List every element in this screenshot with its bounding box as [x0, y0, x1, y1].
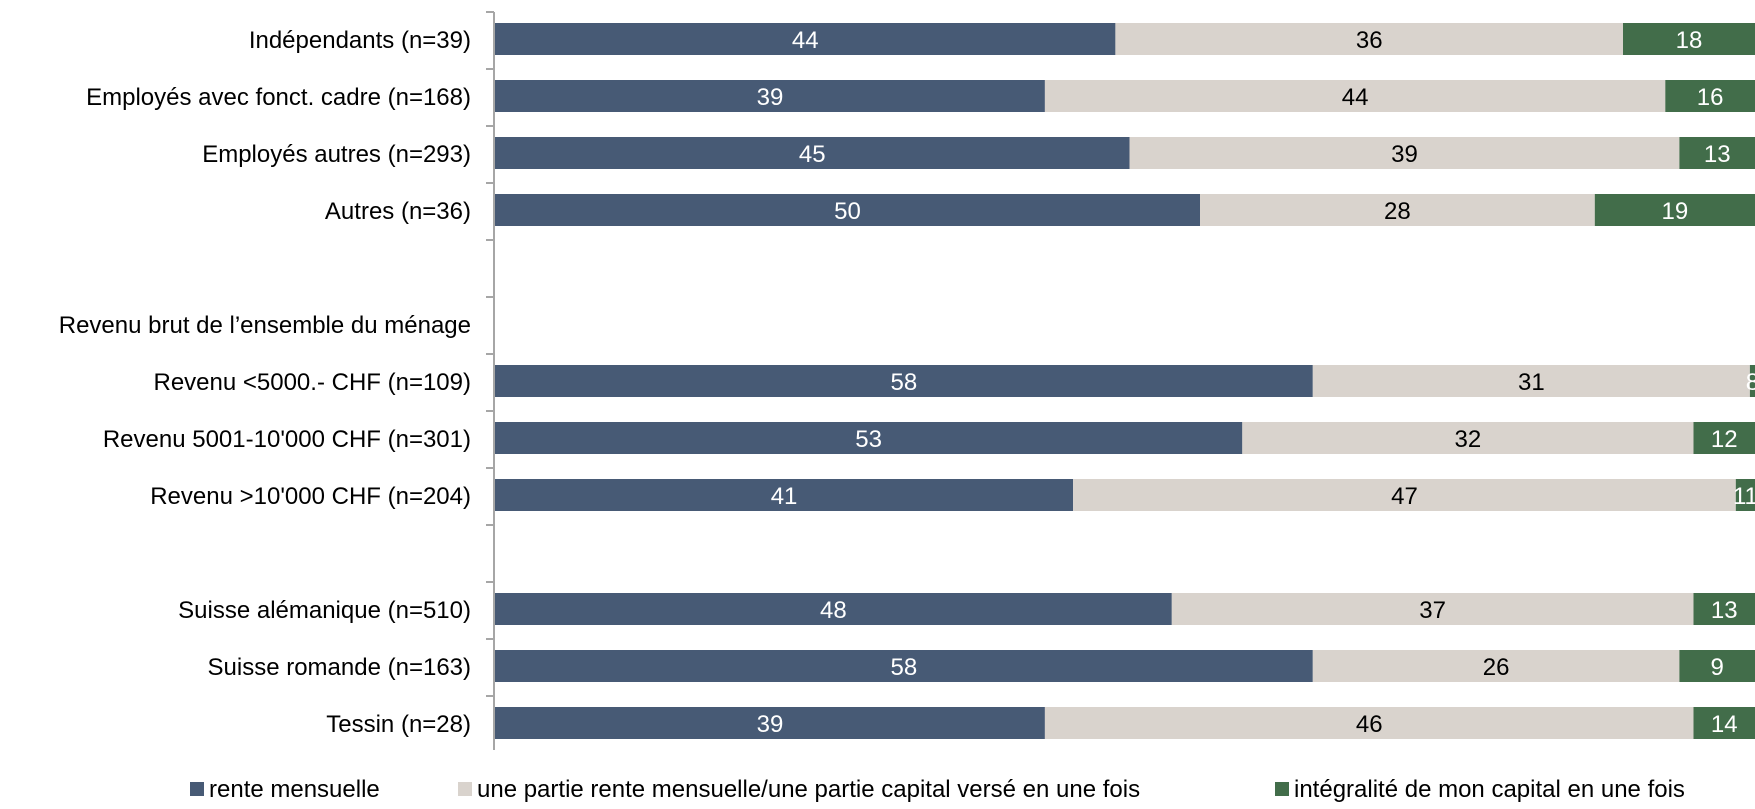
bar-segment	[1044, 80, 1666, 112]
data-label: 8	[1746, 369, 1755, 396]
bar-segment	[1200, 194, 1595, 226]
data-label: 39	[757, 84, 784, 111]
data-label: 50	[834, 198, 861, 225]
bar-segment	[1749, 365, 1755, 397]
legend-swatch	[190, 782, 204, 796]
category-label: Indépendants (n=39)	[249, 27, 471, 54]
category-label: Revenu <5000.- CHF (n=109)	[153, 369, 471, 396]
bar-segment	[1594, 194, 1755, 226]
bar-segment	[1129, 137, 1680, 169]
bar-segment	[1115, 23, 1623, 55]
data-label: 39	[757, 711, 784, 738]
y-axis	[486, 11, 495, 750]
bar-segment	[495, 650, 1313, 682]
bar-segment	[1623, 23, 1755, 55]
category-label: Tessin (n=28)	[326, 711, 471, 738]
data-label: 36	[1356, 27, 1383, 54]
bar-segment	[1242, 422, 1694, 454]
bar-segment	[1312, 650, 1680, 682]
bar-segment	[495, 422, 1243, 454]
bar-segment	[1693, 422, 1755, 454]
bar-segment	[495, 365, 1313, 397]
legend-swatch	[1275, 782, 1289, 796]
data-label: 44	[1342, 84, 1369, 111]
bar-segment	[495, 479, 1074, 511]
data-label: 31	[1518, 369, 1545, 396]
bar-segment	[495, 80, 1045, 112]
bar-segment	[1679, 650, 1755, 682]
bar-segment	[1679, 137, 1755, 169]
bar-segment	[1312, 365, 1750, 397]
data-label: 18	[1676, 27, 1703, 54]
category-labels: Indépendants (n=39) Employés avec fonct. …	[59, 27, 471, 738]
bar-segment	[1735, 479, 1755, 511]
data-label: 45	[799, 141, 826, 168]
bar-segment	[495, 194, 1200, 226]
legend-label: intégralité de mon capital en une fois	[1294, 776, 1685, 803]
category-label: Revenu >10'000 CHF (n=204)	[150, 483, 471, 510]
bar-segment	[1171, 593, 1694, 625]
data-label: 32	[1455, 426, 1482, 453]
data-label: 11	[1733, 483, 1755, 510]
bar-segment	[495, 137, 1130, 169]
data-label: 58	[891, 654, 918, 681]
bar-segment	[495, 23, 1116, 55]
category-label: Revenu 5001-10'000 CHF (n=301)	[103, 426, 471, 453]
data-label: 47	[1391, 483, 1418, 510]
category-label: Employés avec fonct. cadre (n=168)	[86, 84, 471, 111]
legend-swatch	[458, 782, 472, 796]
data-label: 39	[1391, 141, 1418, 168]
data-label: 14	[1711, 711, 1738, 738]
data-label: 44	[792, 27, 819, 54]
category-label: Suisse alémanique (n=510)	[178, 597, 471, 624]
legend-label: une partie rente mensuelle/une partie ca…	[477, 776, 1140, 803]
data-label: 19	[1662, 198, 1689, 225]
bar-segment	[1693, 593, 1755, 625]
data-label: 16	[1697, 84, 1724, 111]
bar-segment	[1693, 707, 1755, 739]
data-label: 58	[891, 369, 918, 396]
data-label: 41	[771, 483, 798, 510]
category-label: Employés autres (n=293)	[202, 141, 471, 168]
legend-label: rente mensuelle	[209, 776, 380, 803]
data-label: 46	[1356, 711, 1383, 738]
data-label: 28	[1384, 198, 1411, 225]
category-label: Revenu brut de l’ensemble du ménage	[59, 312, 471, 339]
data-label: 13	[1704, 141, 1731, 168]
bar-segment	[1044, 707, 1694, 739]
data-label: 9	[1711, 654, 1724, 681]
bars: 44 36 18 39 44 16 45 39 13 50 28 19 58 31 8 53 32 12 41 47 1…	[495, 23, 1755, 739]
bar-segment	[495, 593, 1172, 625]
data-label: 13	[1711, 597, 1738, 624]
legend: rente mensuelle une partie rente mensuell…	[190, 776, 1685, 803]
data-label: 26	[1483, 654, 1510, 681]
data-label: 37	[1419, 597, 1446, 624]
data-label: 53	[855, 426, 882, 453]
bar-segment	[1073, 479, 1736, 511]
category-label: Autres (n=36)	[325, 198, 471, 225]
data-label: 48	[820, 597, 847, 624]
data-label: 12	[1711, 426, 1738, 453]
category-label: Suisse romande (n=163)	[208, 654, 471, 681]
bar-segment	[1665, 80, 1755, 112]
bar-segment	[495, 707, 1045, 739]
